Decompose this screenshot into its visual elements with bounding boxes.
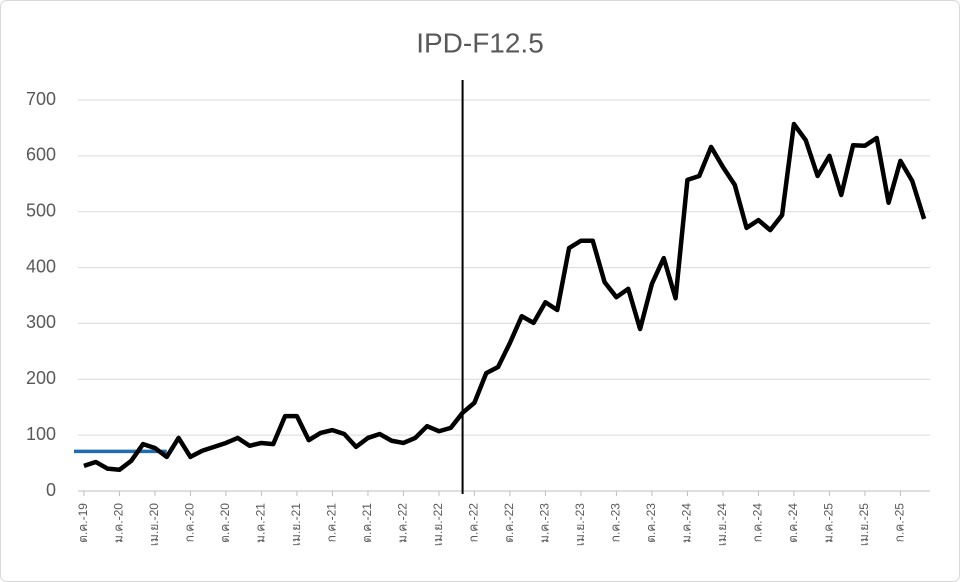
x-tick-label: ม.ค.-23 xyxy=(538,503,552,543)
x-tick-label: ก.ค.-20 xyxy=(183,503,197,543)
y-tick-label: 500 xyxy=(26,200,56,220)
x-tick-label: ก.ค.-21 xyxy=(325,503,339,543)
x-tick-label: เม.ย.-23 xyxy=(573,503,587,546)
x-tick-label: ต.ค.-21 xyxy=(360,503,374,543)
y-tick-label: 100 xyxy=(26,424,56,444)
y-tick-label: 700 xyxy=(26,89,56,109)
x-tick-label: ต.ค.-19 xyxy=(76,503,90,543)
x-tick-label: ก.ค.-25 xyxy=(893,503,907,543)
x-tick-label: เม.ย.-22 xyxy=(431,503,445,546)
x-tick-label: ก.ค.-23 xyxy=(609,503,623,543)
x-tick-label: เม.ย.-25 xyxy=(857,503,871,546)
x-tick-label: ม.ค.-25 xyxy=(822,503,836,543)
y-tick-label: 400 xyxy=(26,256,56,276)
y-tick-label: 600 xyxy=(26,145,56,165)
x-tick-label: ม.ค.-20 xyxy=(112,503,126,543)
x-tick-label: เม.ย.-24 xyxy=(715,503,729,546)
chart-title: IPD-F12.5 xyxy=(416,27,544,58)
y-tick-label: 200 xyxy=(26,368,56,388)
x-tick-label: ม.ค.-24 xyxy=(680,503,694,543)
x-tick-label: เม.ย.-21 xyxy=(289,503,303,546)
x-tick-label: ม.ค.-21 xyxy=(254,503,268,543)
x-tick-label: ต.ค.-23 xyxy=(644,503,658,543)
x-tick-label: ต.ค.-24 xyxy=(786,503,800,543)
y-tick-label: 300 xyxy=(26,312,56,332)
x-tick-label: ต.ค.-22 xyxy=(502,503,516,543)
x-tick-label: ก.ค.-24 xyxy=(751,503,765,543)
data-line xyxy=(83,121,927,473)
x-tick-label: ม.ค.-22 xyxy=(396,503,410,543)
x-tick-label: ก.ค.-22 xyxy=(467,503,481,543)
y-tick-label: 0 xyxy=(46,480,56,500)
x-tick-label: ต.ค.-20 xyxy=(218,503,232,543)
x-tick-label: เม.ย.-20 xyxy=(147,503,161,546)
